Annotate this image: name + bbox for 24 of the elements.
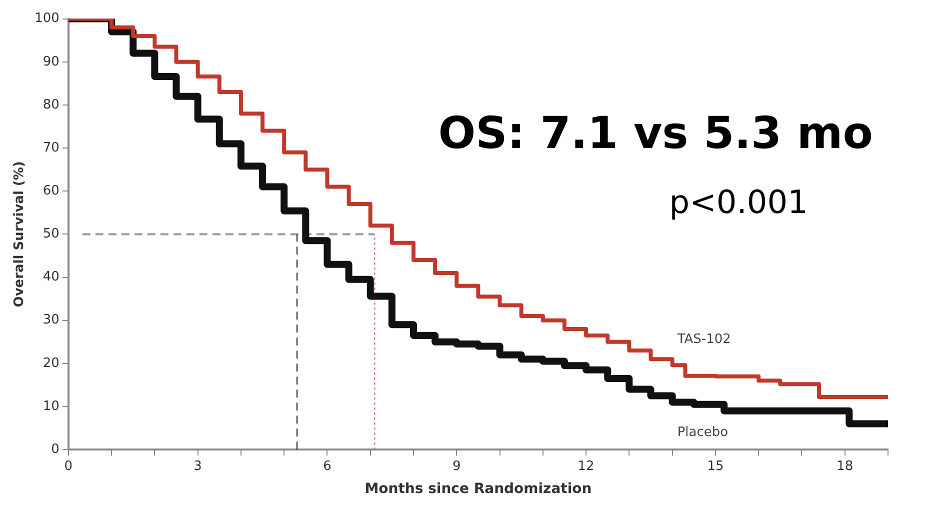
series-label: TAS-102: [676, 332, 731, 348]
x-tick-label: 18: [836, 458, 854, 474]
y-tick-label: 30: [42, 312, 60, 328]
x-tick-label: 12: [578, 458, 594, 474]
y-tick-label: 90: [42, 54, 60, 70]
y-tick-label: 40: [42, 270, 60, 285]
y-axis-title: Overall Survival (%): [12, 161, 28, 308]
y-tick-label: 100: [34, 11, 60, 26]
annotation: p<0.001: [669, 183, 808, 221]
y-tick-label: 20: [42, 356, 60, 371]
x-tick-label: 15: [707, 458, 724, 474]
x-axis-title: Months since Randomization: [364, 481, 592, 498]
annotation: OS: 7.1 vs 5.3 mo: [438, 108, 873, 159]
y-tick-label: 50: [42, 226, 60, 242]
y-tick-label: 0: [51, 442, 60, 457]
y-tick-label: 70: [42, 140, 60, 156]
x-tick-label: 3: [194, 458, 202, 474]
y-tick-label: 60: [42, 183, 60, 198]
x-tick-label: 0: [64, 458, 73, 474]
x-tick-label: 9: [452, 458, 461, 474]
x-tick-label: 6: [323, 458, 332, 474]
y-tick-label: 10: [42, 398, 60, 414]
series-label: Placebo: [677, 425, 728, 440]
y-tick-label: 80: [42, 97, 60, 112]
